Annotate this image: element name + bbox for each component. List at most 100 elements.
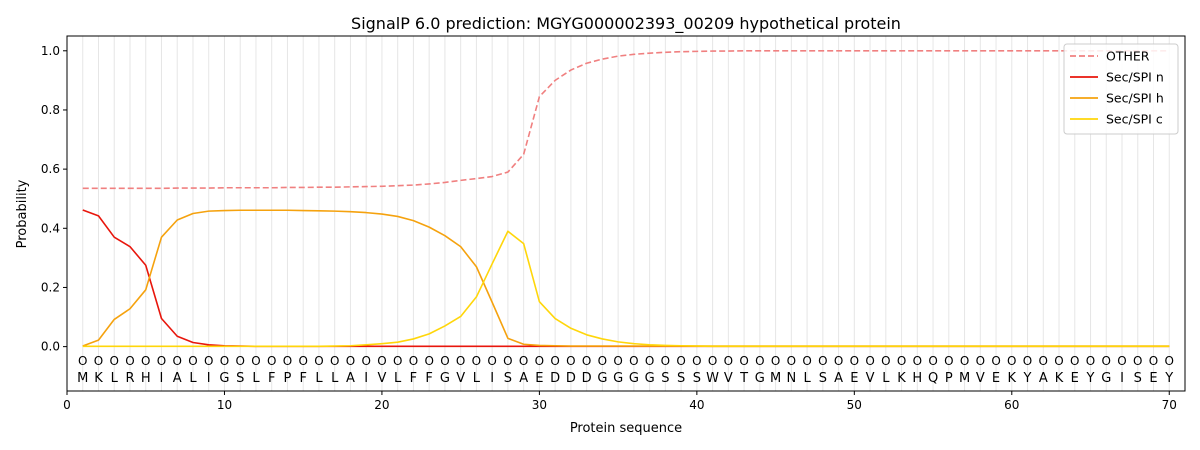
region-label: O: [613, 354, 622, 368]
region-label: O: [157, 354, 166, 368]
residue-label: I: [364, 371, 368, 386]
region-label: O: [204, 354, 213, 368]
residue-label: V: [976, 371, 985, 386]
region-label: O: [110, 354, 119, 368]
region-label: O: [1023, 354, 1032, 368]
residue-label: N: [786, 371, 796, 386]
region-label: O: [535, 354, 544, 368]
residue-label: F: [299, 371, 306, 386]
region-label: O: [1117, 354, 1126, 368]
region-label: O: [708, 354, 717, 368]
residue-label: I: [160, 371, 164, 386]
region-label: O: [377, 354, 386, 368]
residue-label: D: [582, 371, 592, 386]
x-axis-label: Protein sequence: [570, 421, 682, 436]
region-label: O: [314, 354, 323, 368]
x-tick-label: 0: [63, 398, 71, 412]
residue-label: E: [1149, 371, 1157, 386]
region-label: O: [94, 354, 103, 368]
residue-label: A: [1039, 371, 1048, 386]
series-line-other: [82, 49, 1170, 190]
region-label: O: [755, 354, 764, 368]
residue-label: S: [504, 371, 512, 386]
residue-label: K: [94, 371, 103, 386]
region-label: O: [141, 354, 150, 368]
legend-label: Sec/SPI h: [1106, 91, 1164, 106]
region-label: O: [865, 354, 874, 368]
residue-label: G: [629, 371, 639, 386]
y-tick-label: 1.0: [41, 44, 60, 58]
region-label: O: [566, 354, 575, 368]
residue-label: E: [850, 371, 858, 386]
residue-label: L: [331, 371, 339, 386]
residue-label: S: [693, 371, 701, 386]
residue-label: F: [425, 371, 432, 386]
residue-label: I: [490, 371, 494, 386]
residue-label: R: [125, 371, 134, 386]
residue-label: E: [535, 371, 543, 386]
y-tick-label: 0.4: [41, 221, 60, 235]
residue-label: S: [661, 371, 669, 386]
legend-label: Sec/SPI n: [1106, 70, 1164, 85]
residue-label: A: [173, 371, 182, 386]
residue-label: A: [346, 371, 355, 386]
region-label: O: [944, 354, 953, 368]
residue-label: G: [440, 371, 450, 386]
residue-label: L: [252, 371, 260, 386]
region-label: O: [739, 354, 748, 368]
residue-label: L: [111, 371, 119, 386]
y-tick-label: 0.2: [41, 280, 60, 294]
residue-label: I: [207, 371, 211, 386]
residue-label: A: [834, 371, 843, 386]
residue-label: H: [912, 371, 922, 386]
legend: OTHER Sec/SPI n Sec/SPI h Sec/SPI c: [1063, 43, 1179, 135]
region-label: O: [834, 354, 843, 368]
region-label: O: [802, 354, 811, 368]
region-label: O: [519, 354, 528, 368]
region-label: O: [645, 354, 654, 368]
chart-title: SignalP 6.0 prediction: MGYG000002393_00…: [351, 14, 901, 34]
residue-label: D: [566, 371, 576, 386]
region-label: O: [78, 354, 87, 368]
residue-label: S: [677, 371, 685, 386]
residue-label: Q: [928, 371, 938, 386]
residue-label: G: [645, 371, 655, 386]
region-label: O: [976, 354, 985, 368]
region-label: O: [172, 354, 181, 368]
residue-label: G: [613, 371, 623, 386]
residue-label: D: [550, 371, 560, 386]
region-label: O: [991, 354, 1000, 368]
region-label: O: [298, 354, 307, 368]
region-label: O: [550, 354, 559, 368]
residue-label: Y: [1164, 371, 1173, 386]
residue-label: S: [819, 371, 827, 386]
x-tick-label: 10: [217, 398, 232, 412]
region-label: O: [897, 354, 906, 368]
region-label: O: [251, 354, 260, 368]
residue-label: L: [803, 371, 811, 386]
residue-label: L: [473, 371, 481, 386]
residue-label: G: [219, 371, 229, 386]
x-tick-label: 20: [374, 398, 389, 412]
region-label: O: [1133, 354, 1142, 368]
region-label: O: [1149, 354, 1158, 368]
region-label: O: [283, 354, 292, 368]
region-label: O: [1165, 354, 1174, 368]
region-label: O: [220, 354, 229, 368]
region-label: O: [598, 354, 607, 368]
axis-layer: 0 10 20 30 40 50 60 70 0.0 0.2 0.4 0.6 0.8 1.0: [41, 44, 1177, 412]
region-label: O: [235, 354, 244, 368]
legend-label: OTHER: [1106, 49, 1150, 64]
legend-box: [1063, 43, 1179, 135]
series-line-sec-spi-h: [82, 209, 1170, 347]
residue-label: E: [1071, 371, 1079, 386]
region-label: O: [1039, 354, 1048, 368]
region-label: O: [487, 354, 496, 368]
y-tick-label: 0.6: [41, 162, 60, 176]
sequence-layer: OMOKOLOROHOIOAOLOIOGOSOLOFOPOFOLOLOAOIOV…: [77, 354, 1174, 386]
x-tick-label: 60: [1004, 398, 1019, 412]
residue-label: P: [284, 371, 292, 386]
residue-label: K: [1008, 371, 1017, 386]
region-label: O: [188, 354, 197, 368]
